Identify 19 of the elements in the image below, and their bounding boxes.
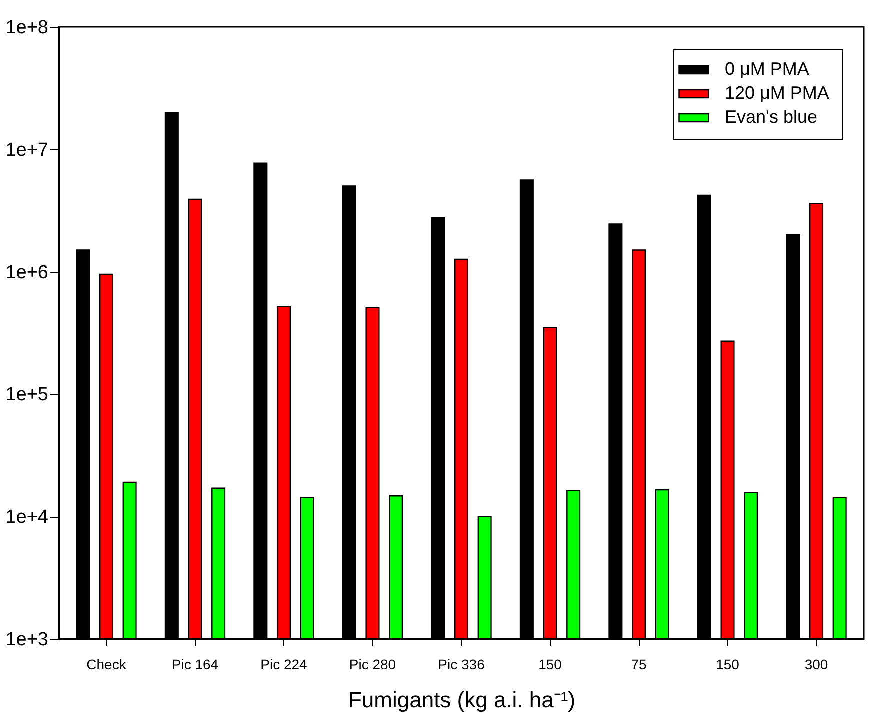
y-tick-label: 1e+3 [6, 630, 48, 650]
x-tick-label: Pic 336 [438, 656, 486, 672]
legend-label: 120 μM PMA [725, 83, 830, 103]
x-tick-label: 75 [631, 656, 648, 672]
x-tick-label: Pic 164 [172, 656, 219, 672]
x-axis-title: Fumigants (kg a.i. ha⁻¹) [348, 688, 576, 712]
y-tick-label: 1e+5 [6, 384, 48, 406]
x-tick-label: Pic 224 [260, 656, 308, 672]
x-tick-label: Check [86, 656, 128, 672]
legend-label: 0 μM PMA [725, 59, 810, 79]
legend-label: Evan's blue [725, 107, 818, 127]
x-tick-label: 150 [538, 656, 562, 672]
x-tick-label: Pic 280 [349, 656, 396, 672]
y-tick-label: 1e+8 [6, 18, 48, 38]
y-tick-label: 1e+6 [6, 262, 48, 284]
y-tick-label: 1e+7 [6, 140, 48, 161]
y-tick-label: 1e+4 [6, 507, 49, 528]
x-tick-label: 150 [716, 656, 740, 672]
x-tick-label: 300 [804, 656, 828, 672]
